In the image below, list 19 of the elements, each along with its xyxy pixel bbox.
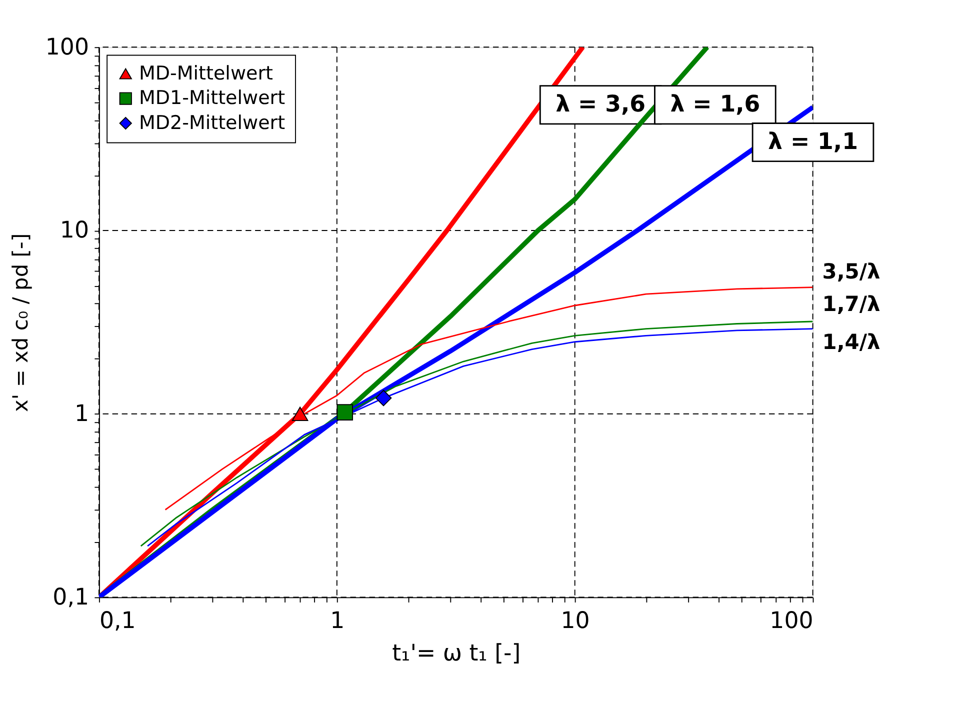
y-tick-label: 0,1 <box>52 584 89 610</box>
x-axis-title: t₁'= ω t₁ [-] <box>392 640 521 667</box>
x-tick-label: 100 <box>770 608 814 634</box>
y-axis-title: x' = xd c₀ / pd [-] <box>8 233 32 412</box>
series-label: λ = 1,1 <box>768 128 858 155</box>
x-tick-label: 1 <box>330 608 345 634</box>
y-tick-label: 10 <box>60 218 89 244</box>
series-label: λ = 1,6 <box>670 92 760 118</box>
y-tick-label: 100 <box>45 34 89 60</box>
legend-label: MD1-Mittelwert <box>138 87 286 110</box>
series-label: 1,7/λ <box>822 292 880 316</box>
series-label: λ = 3,6 <box>556 92 646 118</box>
series-label: 3,5/λ <box>822 260 880 284</box>
series-label: 1,4/λ <box>822 330 880 354</box>
y-tick-label: 1 <box>74 401 89 428</box>
legend-label: MD2-Mittelwert <box>138 112 286 134</box>
x-tick-label: 10 <box>560 608 590 634</box>
x-tick-label: 0,1 <box>99 608 136 634</box>
legend-label: MD-Mittelwert <box>138 62 273 84</box>
